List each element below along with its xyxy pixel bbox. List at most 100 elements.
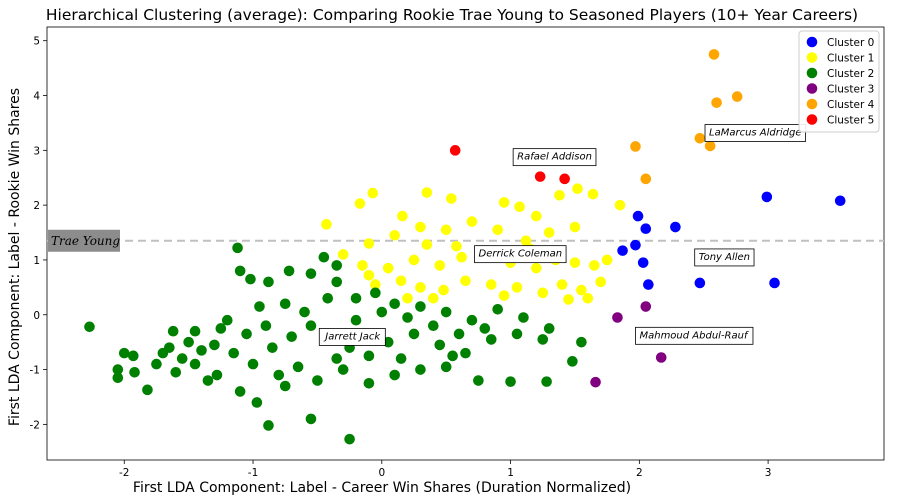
cluster-1-point	[556, 279, 568, 290]
cluster-2-point	[283, 265, 295, 277]
cluster-1-point	[389, 229, 400, 241]
cluster-2-point	[112, 372, 124, 384]
cluster-2-point	[318, 251, 330, 263]
cluster-2-point	[167, 325, 179, 337]
cluster-5-point	[559, 173, 570, 185]
cluster-2-point	[234, 386, 246, 397]
cluster-4-point	[708, 49, 720, 60]
annotation: Tony Allen	[694, 248, 755, 267]
cluster-0-point	[617, 245, 628, 256]
cluster-2-point	[576, 336, 587, 348]
cluster-1-point	[554, 189, 565, 201]
cluster-1-point	[587, 188, 599, 200]
cluster-2-point	[129, 367, 140, 378]
cluster-1-point	[363, 269, 375, 281]
cluster-2-point	[254, 301, 265, 312]
cluster-2-point	[241, 328, 252, 340]
x-tick-label: 0	[378, 467, 385, 479]
cluster-2-point	[183, 336, 194, 348]
annotation: Mahmoud Abdul-Rauf	[635, 326, 754, 345]
cluster-2-point	[228, 347, 240, 359]
cluster-2-point	[151, 358, 162, 370]
legend-marker	[806, 83, 818, 94]
y-tick-label: -1	[30, 365, 40, 377]
legend-marker	[806, 36, 818, 48]
cluster-1-point	[440, 224, 452, 236]
cluster-1-point	[595, 276, 607, 288]
cluster-0-point	[640, 223, 652, 235]
annotation-label: Rafael Addison	[517, 152, 592, 163]
cluster-2-point	[263, 420, 274, 431]
y-tick-label: -2	[30, 419, 40, 431]
cluster-2-point	[196, 345, 207, 356]
legend-label: Cluster 0	[827, 37, 874, 49]
cluster-2-point	[395, 353, 407, 364]
cluster-1-point	[576, 284, 587, 296]
cluster-0-point	[630, 239, 641, 251]
annotation-box	[704, 124, 806, 142]
cluster-2-point	[245, 273, 256, 285]
cluster-2-point	[279, 298, 291, 310]
cluster-4-point	[640, 173, 652, 185]
cluster-1-point	[511, 282, 523, 293]
cluster-2-point	[157, 347, 169, 359]
cluster-1-point	[543, 227, 555, 238]
legend-label: Cluster 4	[827, 99, 875, 111]
cluster-1-point	[531, 210, 542, 222]
cluster-1-point	[588, 260, 600, 271]
cluster-2-point	[428, 320, 439, 332]
cluster-2-point	[453, 328, 465, 340]
cluster-2-point	[189, 358, 201, 370]
cluster-0-point	[637, 257, 649, 268]
legend-marker	[806, 98, 818, 110]
annotation-label: Mahmoud Abdul-Rauf	[639, 330, 748, 341]
cluster-1-point	[531, 262, 542, 274]
cluster-2-point	[363, 350, 375, 362]
cluster-1-point	[569, 221, 581, 233]
cluster-2-point	[518, 312, 529, 323]
annotation-box	[474, 245, 567, 264]
annotation: LaMarcus Aldridge	[704, 124, 806, 142]
cluster-1-point	[421, 239, 433, 250]
cluster-1-point	[520, 235, 532, 247]
cluster-1-point	[569, 257, 581, 268]
cluster-1-point	[572, 183, 583, 194]
legend-label: Cluster 5	[827, 115, 874, 127]
cluster-3-point	[640, 301, 652, 312]
cluster-2-point	[492, 303, 503, 315]
cluster-2-point	[389, 369, 400, 381]
cluster-1-point	[402, 293, 413, 304]
reference-label: Trae Young	[51, 234, 120, 248]
cluster-0-point	[834, 195, 846, 207]
cluster-2-point	[485, 334, 497, 345]
y-tick-label: 0	[33, 310, 40, 322]
cluster-2-point	[263, 276, 274, 288]
y-tick-label: 4	[33, 91, 40, 103]
cluster-1-point	[438, 284, 449, 296]
cluster-1-point	[428, 293, 439, 304]
legend-marker	[806, 52, 818, 63]
cluster-1-point	[321, 219, 332, 230]
cluster-1-point	[434, 260, 446, 271]
annotation-label: LaMarcus Aldridge	[709, 128, 802, 139]
cluster-2-point	[189, 325, 201, 337]
cluster-2-point	[286, 331, 297, 342]
cluster-2-point	[505, 376, 516, 387]
cluster-4-point	[704, 140, 716, 152]
cluster-2-point	[305, 413, 317, 425]
cluster-2-point	[337, 364, 349, 375]
cluster-2-point	[170, 367, 182, 378]
cluster-5-point	[534, 171, 546, 182]
cluster-2-point	[376, 306, 388, 318]
annotation-box	[694, 248, 755, 267]
cluster-1-point	[415, 221, 426, 233]
cluster-2-point	[260, 320, 272, 332]
annotations-group: Rafael Addison LaMarcus Aldridge Derrick C…	[318, 124, 806, 346]
cluster-2-point	[363, 377, 375, 389]
cluster-1-point	[354, 198, 366, 209]
cluster-1-point	[395, 275, 407, 287]
y-axis-label: First LDA Component: Label - Rookie Win …	[7, 88, 23, 426]
legend-marker	[806, 67, 818, 79]
reference-label-box	[48, 229, 120, 252]
